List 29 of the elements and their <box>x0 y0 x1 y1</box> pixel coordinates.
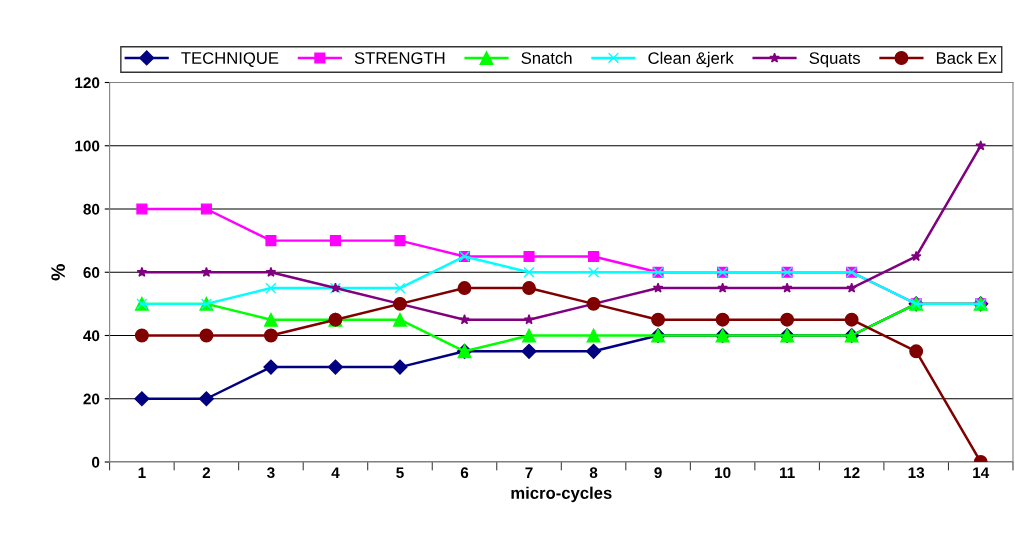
x-tick-label: 7 <box>525 467 533 478</box>
y-tick-label: 40 <box>83 330 100 342</box>
x-tick-label: 12 <box>844 467 860 478</box>
y-tick-label: 120 <box>75 77 100 89</box>
x-tick-label: 6 <box>460 467 469 479</box>
x-tick-label: 1 <box>138 467 146 478</box>
legend-label: Back Ex <box>936 51 997 64</box>
x-tick-label: 3 <box>267 467 275 479</box>
x-tick-label: 2 <box>202 467 211 478</box>
x-axis-title: micro-cycles <box>511 486 612 503</box>
y-tick-label: 60 <box>83 267 100 278</box>
legend-label: STRENGTH <box>354 52 445 64</box>
x-tick-label: 14 <box>973 467 990 478</box>
y-tick-label: 80 <box>83 203 100 215</box>
y-axis-title: % <box>51 264 65 281</box>
x-tick-label: 11 <box>780 467 795 478</box>
legend-label: Snatch <box>521 51 572 64</box>
legend-label: Squats <box>809 52 860 68</box>
y-tick-label: 20 <box>83 393 100 405</box>
x-tick-label: 8 <box>589 467 598 479</box>
legend-label: Clean &jerk <box>648 51 734 68</box>
x-tick-label: 4 <box>331 467 340 478</box>
y-tick-label: 100 <box>75 140 100 152</box>
x-tick-label: 9 <box>654 467 662 479</box>
y-tick-label: 0 <box>92 456 100 468</box>
x-tick-label: 5 <box>396 467 404 479</box>
legend-label: TECHNIQUE <box>181 52 279 67</box>
x-tick-label: 10 <box>715 467 731 479</box>
x-tick-label: 13 <box>908 467 925 479</box>
